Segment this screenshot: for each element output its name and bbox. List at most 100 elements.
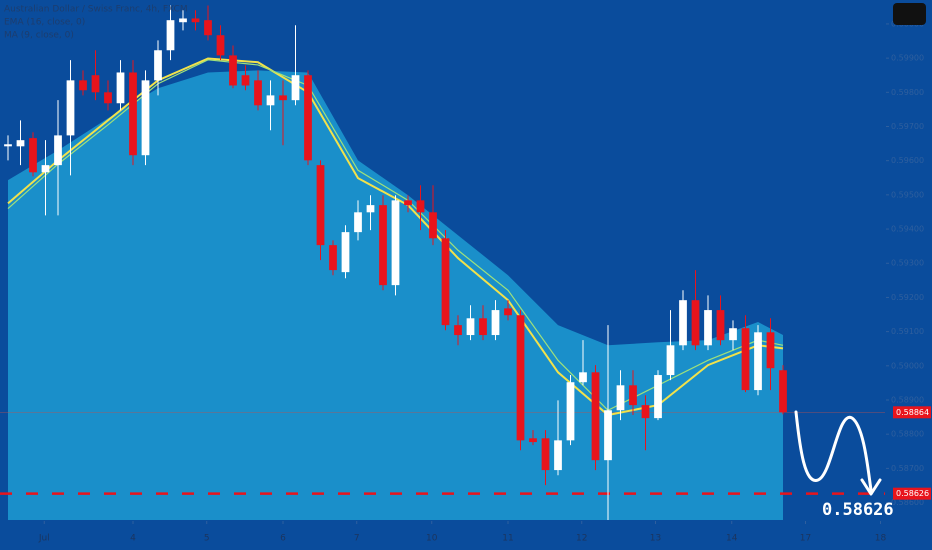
candle-body bbox=[341, 232, 350, 273]
candle-body bbox=[16, 140, 25, 147]
y-tick-label: 0.58800 bbox=[891, 430, 924, 439]
toolbar-button[interactable] bbox=[893, 3, 926, 25]
candle-body bbox=[91, 75, 100, 93]
x-tick-label: 4 bbox=[130, 534, 136, 544]
y-tick-label: 0.59300 bbox=[891, 259, 924, 268]
candle-body bbox=[616, 385, 625, 411]
x-tick-label: 10 bbox=[426, 534, 438, 544]
y-tick-label: 0.58700 bbox=[891, 464, 924, 473]
candle-body bbox=[554, 440, 562, 471]
candle-body bbox=[66, 80, 75, 136]
candle-body bbox=[366, 205, 375, 213]
candle-body bbox=[304, 75, 312, 161]
candle-body bbox=[291, 75, 300, 101]
candle-body bbox=[329, 245, 337, 271]
candle-body bbox=[4, 144, 12, 147]
candle-body bbox=[129, 72, 137, 156]
candle-body bbox=[479, 318, 487, 336]
candle-body bbox=[779, 370, 787, 413]
y-tick-label: 0.58600 bbox=[891, 498, 924, 507]
candle-body bbox=[104, 92, 112, 104]
x-tick-label: 17 bbox=[800, 534, 811, 544]
x-tick-label: 6 bbox=[280, 534, 286, 544]
candle-body bbox=[379, 205, 387, 286]
candle-body bbox=[504, 308, 512, 316]
candle-body bbox=[266, 95, 275, 106]
target-tag bbox=[893, 487, 931, 500]
candle-body bbox=[79, 80, 87, 91]
candle-body bbox=[654, 375, 662, 419]
x-tick-label: 11 bbox=[502, 534, 513, 544]
candle-body bbox=[116, 72, 125, 104]
y-tick-label: 0.59500 bbox=[891, 190, 924, 199]
target-label: 0.58626 bbox=[822, 500, 894, 520]
candle-body bbox=[679, 300, 687, 346]
candle-body bbox=[641, 405, 650, 419]
x-tick-label: 7 bbox=[354, 534, 360, 544]
target-tag-label: 0.58626 bbox=[896, 489, 929, 498]
candle-body bbox=[541, 438, 550, 471]
last-price-tag bbox=[893, 406, 931, 419]
candle-body bbox=[416, 200, 425, 213]
candle-body bbox=[141, 80, 150, 156]
candle-body bbox=[204, 20, 212, 36]
x-tick-label: 18 bbox=[875, 534, 887, 544]
candle-body bbox=[691, 300, 700, 346]
chart-title: Australian Dollar / Swiss Franc, 4h, FXC… bbox=[4, 5, 188, 15]
candle-body bbox=[454, 325, 462, 336]
y-tick-label: 0.59700 bbox=[891, 122, 924, 131]
candle-body bbox=[491, 310, 500, 336]
candle-body bbox=[241, 75, 250, 86]
last-price-label: 0.58864 bbox=[896, 408, 929, 417]
candle-body bbox=[179, 18, 187, 23]
y-tick-label: 0.59900 bbox=[891, 54, 924, 63]
candle-body bbox=[429, 212, 437, 239]
candle-body bbox=[216, 35, 225, 56]
candle-body bbox=[629, 385, 637, 406]
candle-body bbox=[354, 212, 362, 233]
candle-body bbox=[729, 328, 737, 341]
candle-body bbox=[579, 372, 587, 383]
candle-body bbox=[704, 310, 712, 346]
legend-entry: MA (9, close, 0) bbox=[4, 31, 74, 41]
candle-body bbox=[566, 382, 575, 441]
candle-body bbox=[229, 55, 237, 86]
candle-body bbox=[529, 438, 537, 443]
y-tick-label: 0.59100 bbox=[891, 327, 924, 336]
candle-body bbox=[716, 310, 725, 341]
x-tick-label: 13 bbox=[650, 534, 661, 544]
x-tick-label: 5 bbox=[204, 534, 210, 544]
forecast-arrow bbox=[794, 410, 873, 492]
candle-body bbox=[516, 315, 525, 441]
y-tick-label: 0.59800 bbox=[891, 88, 924, 97]
candle-body bbox=[316, 165, 325, 246]
candle-body bbox=[666, 345, 675, 376]
candle-body bbox=[741, 328, 750, 391]
y-tick-label: 0.59600 bbox=[891, 156, 924, 165]
candle-body bbox=[391, 200, 400, 286]
candle-body bbox=[254, 80, 262, 106]
candle-body bbox=[766, 332, 775, 369]
candle-body bbox=[166, 20, 175, 51]
candle-body bbox=[404, 200, 412, 206]
candle-body bbox=[591, 372, 600, 461]
y-tick-label: 0.59200 bbox=[891, 293, 924, 302]
y-tick-label: 0.58900 bbox=[891, 396, 924, 405]
candle-body bbox=[41, 165, 50, 173]
x-tick-label: Jul bbox=[38, 534, 50, 544]
candle-body bbox=[191, 18, 200, 23]
candle-body bbox=[466, 318, 475, 336]
x-tick-label: 14 bbox=[726, 534, 738, 544]
candle-body bbox=[604, 410, 612, 461]
candle-body bbox=[279, 95, 287, 101]
candle-body bbox=[54, 135, 62, 166]
x-tick-label: 12 bbox=[576, 534, 587, 544]
candle-body bbox=[441, 238, 450, 326]
y-tick-label: 0.59000 bbox=[891, 361, 924, 370]
candle-body bbox=[29, 138, 37, 173]
y-tick-label: 0.59400 bbox=[891, 225, 924, 234]
legend-entry: EMA (16, close, 0) bbox=[4, 18, 85, 28]
arrow-head bbox=[860, 478, 882, 496]
candle-body bbox=[154, 50, 162, 81]
